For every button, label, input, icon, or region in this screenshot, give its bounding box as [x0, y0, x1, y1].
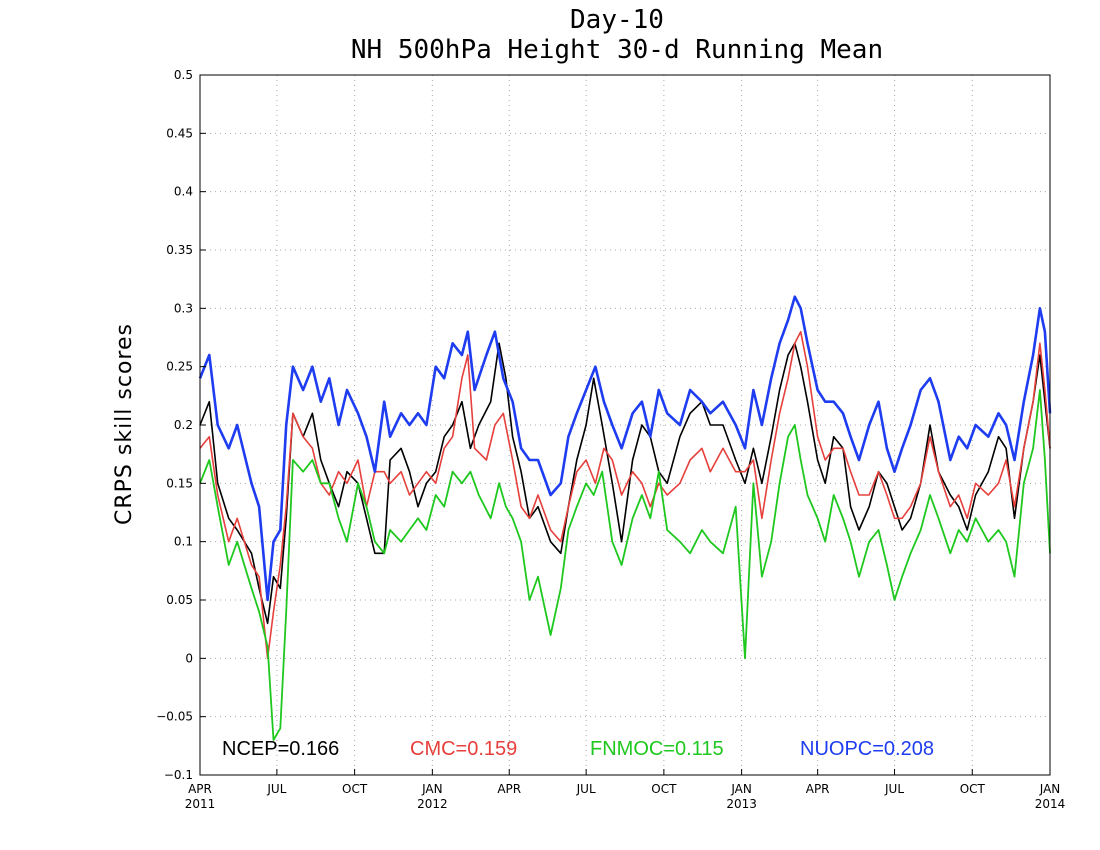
x-tick-label: OCT: [342, 782, 368, 796]
x-tick-label: JAN: [1039, 782, 1061, 796]
x-tick-label: JUL: [884, 782, 904, 796]
y-axis-label: CRPS skill scores: [112, 323, 137, 525]
y-tick-label: 0.5: [174, 68, 193, 82]
grid-lines: [200, 75, 1050, 775]
legend-entry-nuopc: NUOPC=0.208: [800, 738, 934, 760]
y-axis: −0.1 −0.05 0 0.05 0.1 0.15 0.2 0.25 0.3 0.35 0.4 0.…: [156, 68, 206, 782]
x-tick-label: OCT: [651, 782, 677, 796]
series-line-nuopc: [198, 295, 1052, 602]
y-tick-label: 0.2: [174, 418, 193, 432]
y-tick-label: 0.15: [166, 476, 193, 490]
y-tick-label: 0.25: [166, 360, 193, 374]
x-tick-label: APR: [806, 782, 830, 796]
y-tick-label: 0.45: [166, 126, 193, 140]
y-tick-label: −0.1: [164, 768, 193, 782]
x-tick-year-label: 2014: [1035, 797, 1066, 811]
x-tick-label: OCT: [960, 782, 986, 796]
x-tick-label: APR: [497, 782, 521, 796]
series-line-ncep: [199, 342, 1051, 625]
series-line-fnmoc: [199, 389, 1051, 741]
x-tick-year-label: 2013: [726, 797, 757, 811]
series-lines: [198, 295, 1052, 741]
y-tick-label: −0.05: [156, 710, 193, 724]
x-tick-year-label: 2012: [417, 797, 448, 811]
x-tick-label: JUL: [266, 782, 286, 796]
legend-entry-cmc: CMC=0.159: [410, 738, 517, 760]
legend-entry-ncep: NCEP=0.166: [222, 738, 339, 760]
x-tick-label: JAN: [730, 782, 752, 796]
y-tick-label: 0.35: [166, 243, 193, 257]
chart-subtitle: NH 500hPa Height 30-d Running Mean: [351, 35, 883, 65]
series-line-cmc: [199, 330, 1051, 660]
x-tick-label: APR: [188, 782, 212, 796]
legend: NCEP=0.166 CMC=0.159 FNMOC=0.115 NUOPC=0.20…: [222, 738, 934, 760]
x-tick-year-label: 2011: [185, 797, 216, 811]
y-tick-label: 0.05: [166, 593, 193, 607]
x-tick-label: JUL: [576, 782, 596, 796]
legend-entry-fnmoc: FNMOC=0.115: [590, 738, 724, 760]
y-tick-label: 0.3: [174, 301, 193, 315]
y-tick-label: 0.1: [174, 535, 193, 549]
x-tick-label: JAN: [421, 782, 443, 796]
y-tick-label: 0: [185, 651, 193, 665]
chart-title: Day-10: [570, 5, 664, 35]
y-tick-label: 0.4: [174, 185, 193, 199]
